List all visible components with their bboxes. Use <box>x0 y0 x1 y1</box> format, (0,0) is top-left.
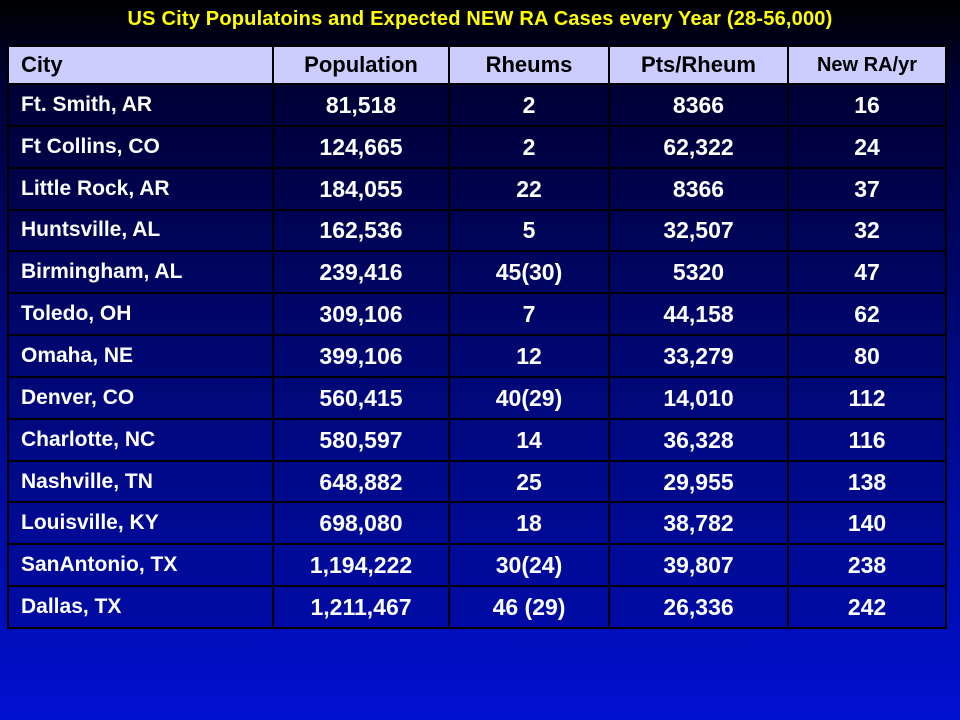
header-population: Population <box>272 45 450 85</box>
cell-city: Dallas, TX <box>7 585 274 629</box>
header-pts-per-rheum: Pts/Rheum <box>608 45 789 85</box>
cell-new-ra: 37 <box>787 166 947 211</box>
cell-city: Nashville, TN <box>7 459 274 504</box>
cell-population: 648,882 <box>272 459 450 504</box>
cell-new-ra: 138 <box>787 459 947 504</box>
cell-population: 1,211,467 <box>272 585 450 629</box>
cell-city: Birmingham, AL <box>7 250 274 295</box>
cell-rheums: 25 <box>448 459 610 504</box>
header-rheums: Rheums <box>448 45 610 85</box>
table-row: Dallas, TX 1,211,467 46 (29) 26,336 242 <box>7 585 947 629</box>
cell-population: 184,055 <box>272 166 450 211</box>
cell-pts-per-rheum: 36,328 <box>608 417 789 462</box>
cell-rheums: 2 <box>448 83 610 127</box>
cell-new-ra: 140 <box>787 501 947 546</box>
cell-city: Huntsville, AL <box>7 208 274 253</box>
cell-pts-per-rheum: 26,336 <box>608 585 789 629</box>
cell-rheums: 45(30) <box>448 250 610 295</box>
cell-new-ra: 16 <box>787 83 947 127</box>
cell-new-ra: 62 <box>787 292 947 337</box>
header-row: City Population Rheums Pts/Rheum New RA/… <box>7 45 947 85</box>
cell-population: 399,106 <box>272 334 450 378</box>
table-row: Ft. Smith, AR 81,518 2 8366 16 <box>7 83 947 127</box>
cell-city: Ft. Smith, AR <box>7 83 274 127</box>
cell-population: 309,106 <box>272 292 450 337</box>
cell-rheums: 5 <box>448 208 610 253</box>
cell-new-ra: 112 <box>787 375 947 420</box>
cell-population: 1,194,222 <box>272 543 450 588</box>
cell-new-ra: 47 <box>787 250 947 295</box>
cell-population: 124,665 <box>272 124 450 169</box>
table-row: Denver, CO 560,415 40(29) 14,010 112 <box>7 375 947 420</box>
cell-rheums: 12 <box>448 334 610 378</box>
table-row: Ft Collins, CO 124,665 2 62,322 24 <box>7 124 947 169</box>
cell-new-ra: 80 <box>787 334 947 378</box>
cell-city: SanAntonio, TX <box>7 543 274 588</box>
cell-population: 698,080 <box>272 501 450 546</box>
cell-city: Omaha, NE <box>7 334 274 378</box>
cell-city: Ft Collins, CO <box>7 124 274 169</box>
cell-population: 162,536 <box>272 208 450 253</box>
cell-new-ra: 32 <box>787 208 947 253</box>
cell-city: Charlotte, NC <box>7 417 274 462</box>
header-city: City <box>7 45 274 85</box>
cell-city: Little Rock, AR <box>7 166 274 211</box>
cell-new-ra: 116 <box>787 417 947 462</box>
cell-new-ra: 24 <box>787 124 947 169</box>
cell-city: Denver, CO <box>7 375 274 420</box>
slide-title: US City Populatoins and Expected NEW RA … <box>127 8 833 30</box>
cell-pts-per-rheum: 29,955 <box>608 459 789 504</box>
table-row: Little Rock, AR 184,055 22 8366 37 <box>7 166 947 211</box>
cell-pts-per-rheum: 8366 <box>608 83 789 127</box>
table-row: Huntsville, AL 162,536 5 32,507 32 <box>7 208 947 253</box>
cell-new-ra: 242 <box>787 585 947 629</box>
cell-pts-per-rheum: 5320 <box>608 250 789 295</box>
cell-city: Louisville, KY <box>7 501 274 546</box>
cell-rheums: 7 <box>448 292 610 337</box>
table-row: Charlotte, NC 580,597 14 36,328 116 <box>7 417 947 462</box>
cell-pts-per-rheum: 14,010 <box>608 375 789 420</box>
cell-rheums: 46 (29) <box>448 585 610 629</box>
cell-rheums: 14 <box>448 417 610 462</box>
cell-pts-per-rheum: 62,322 <box>608 124 789 169</box>
cell-pts-per-rheum: 38,782 <box>608 501 789 546</box>
cell-pts-per-rheum: 33,279 <box>608 334 789 378</box>
table-row: SanAntonio, TX 1,194,222 30(24) 39,807 2… <box>7 543 947 588</box>
cell-population: 580,597 <box>272 417 450 462</box>
cell-rheums: 18 <box>448 501 610 546</box>
table-row: Louisville, KY 698,080 18 38,782 140 <box>7 501 947 546</box>
cell-population: 239,416 <box>272 250 450 295</box>
cell-pts-per-rheum: 32,507 <box>608 208 789 253</box>
cell-population: 81,518 <box>272 83 450 127</box>
header-new-ra-per-year: New RA/yr <box>787 45 947 85</box>
cell-pts-per-rheum: 39,807 <box>608 543 789 588</box>
cell-city: Toledo, OH <box>7 292 274 337</box>
cell-rheums: 40(29) <box>448 375 610 420</box>
table-row: Birmingham, AL 239,416 45(30) 5320 47 <box>7 250 947 295</box>
cell-pts-per-rheum: 44,158 <box>608 292 789 337</box>
cell-rheums: 22 <box>448 166 610 211</box>
table-row: Omaha, NE 399,106 12 33,279 80 <box>7 334 947 378</box>
cell-rheums: 30(24) <box>448 543 610 588</box>
cell-population: 560,415 <box>272 375 450 420</box>
cell-pts-per-rheum: 8366 <box>608 166 789 211</box>
table-row: Nashville, TN 648,882 25 29,955 138 <box>7 459 947 504</box>
cell-new-ra: 238 <box>787 543 947 588</box>
cell-rheums: 2 <box>448 124 610 169</box>
city-table: City Population Rheums Pts/Rheum New RA/… <box>7 45 947 629</box>
table-row: Toledo, OH 309,106 7 44,158 62 <box>7 292 947 337</box>
